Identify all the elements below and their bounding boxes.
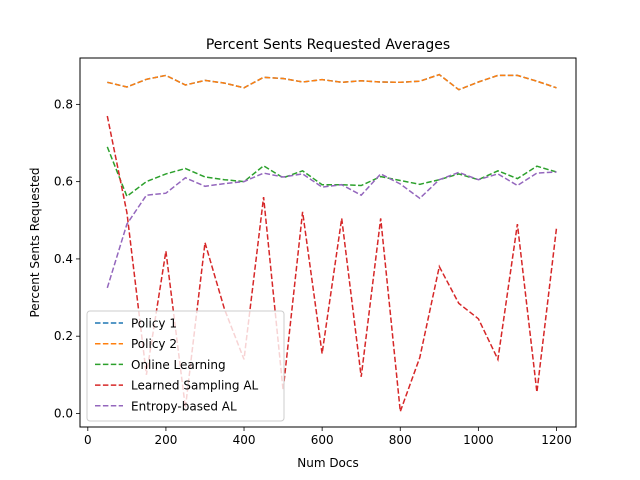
series-line-online-learning (106, 146, 557, 198)
legend-box (86, 310, 285, 422)
y-tick-label: 0.8 (54, 97, 73, 111)
y-axis-title: Percent Sents Requested (28, 167, 42, 317)
x-tick-label: 1000 (463, 433, 494, 447)
legend-label-online-learning: Online Learning (131, 358, 226, 372)
y-tick-label: 0.6 (54, 175, 73, 189)
x-tick-label: 400 (233, 433, 256, 447)
x-axis: 0 200 400 600 800 1000 1200 (84, 427, 572, 447)
x-axis-title: Num Docs (297, 456, 359, 470)
series-line-policy-2 (107, 73, 557, 91)
series-line-entropy-based-al (106, 171, 557, 289)
chart-title: Percent Sents Requested Averages (206, 37, 450, 53)
x-tick-label: 600 (311, 433, 334, 447)
x-tick-label: 0 (84, 433, 92, 447)
y-tick-label: 0.4 (54, 252, 73, 266)
y-tick-label: 0.2 (54, 329, 73, 343)
axes-frame (79, 57, 577, 428)
x-tick-label: 200 (154, 433, 177, 447)
x-tick-label: 800 (389, 433, 412, 447)
legend-label-policy-2: Policy 2 (131, 337, 177, 351)
legend-label-learned-sampling-al: Learned Sampling AL (131, 379, 259, 393)
y-axis: 0.0 0.2 0.4 0.6 0.8 (54, 97, 80, 420)
x-tick-label: 1200 (541, 433, 572, 447)
legend: Policy 1 Policy 2 Online Learning Learned S… (86, 310, 285, 422)
legend-label-policy-1: Policy 1 (131, 317, 177, 331)
legend-label-entropy-based-al: Entropy-based AL (131, 399, 237, 413)
y-tick-label: 0.0 (54, 406, 73, 420)
